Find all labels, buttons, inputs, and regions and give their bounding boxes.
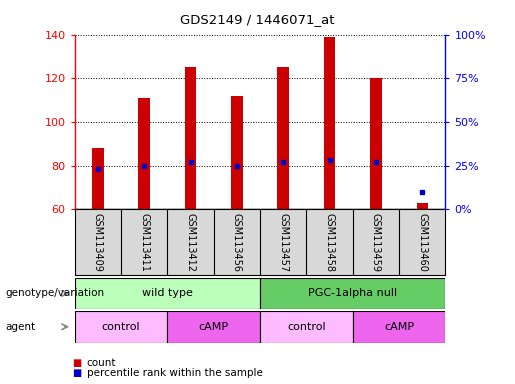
Text: GDS2149 / 1446071_at: GDS2149 / 1446071_at [180,13,335,26]
Text: genotype/variation: genotype/variation [5,288,104,298]
Text: cAMP: cAMP [199,322,229,332]
Text: GSM113457: GSM113457 [278,213,288,271]
Bar [75,278,260,309]
Text: control: control [102,322,140,332]
Text: PGC-1alpha null: PGC-1alpha null [308,288,398,298]
Bar [185,67,196,209]
Text: control: control [287,322,325,332]
Bar [260,311,353,343]
Text: wild type: wild type [142,288,193,298]
Text: ■: ■ [72,358,81,368]
Text: percentile rank within the sample: percentile rank within the sample [87,368,263,378]
Bar [417,203,428,209]
Text: GSM113456: GSM113456 [232,213,242,271]
Text: count: count [87,358,116,368]
Text: GSM113458: GSM113458 [324,213,335,271]
Bar [353,311,445,343]
Text: ■: ■ [72,368,81,378]
Bar [167,311,260,343]
Bar [370,78,382,209]
Text: GSM113409: GSM113409 [93,213,103,271]
Bar [139,98,150,209]
Bar [278,67,289,209]
Bar [260,278,445,309]
Bar [324,37,335,209]
Text: GSM113460: GSM113460 [417,213,427,271]
Text: agent: agent [5,322,35,332]
Bar [75,311,167,343]
Bar [231,96,243,209]
Text: GSM113411: GSM113411 [139,213,149,271]
Text: GSM113459: GSM113459 [371,213,381,271]
Text: cAMP: cAMP [384,322,414,332]
Bar [92,148,104,209]
Text: GSM113412: GSM113412 [185,213,196,271]
